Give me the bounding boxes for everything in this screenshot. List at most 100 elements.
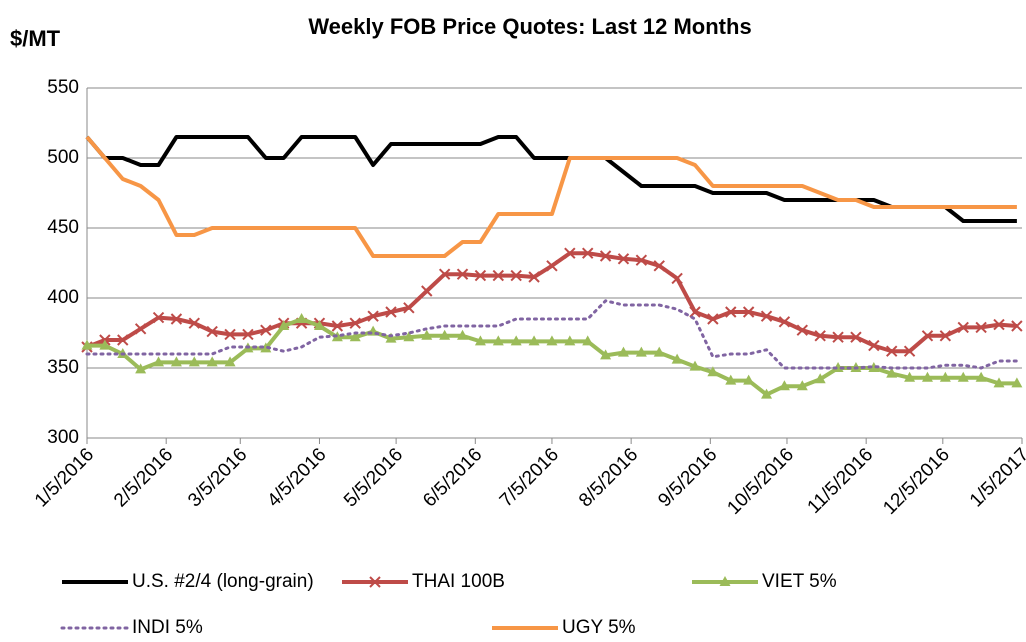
marker [474,269,487,282]
y-tick-label: 300 [47,427,79,448]
marker [278,320,290,330]
marker [617,346,629,357]
marker [939,371,951,382]
marker [170,313,183,325]
marker [600,349,612,360]
marker [546,260,558,272]
x-tick-label: 11/5/2016 [804,444,878,518]
marker [349,331,361,342]
marker [635,346,647,357]
marker [117,334,129,346]
marker [134,323,147,335]
x-tick-label: 12/5/2016 [879,444,954,519]
marker [778,316,791,328]
marker [152,311,165,324]
marker [456,268,469,280]
marker [671,353,683,364]
marker [582,335,594,346]
y-tick-label: 400 [47,287,79,308]
marker [206,356,218,367]
marker [814,373,826,384]
marker [153,356,165,367]
marker [188,317,201,329]
marker [796,380,808,391]
marker [957,321,969,334]
marker [564,247,576,259]
marker [617,253,630,265]
marker [438,268,451,280]
x-tick-label: 10/5/2016 [723,444,798,519]
legend-label: U.S. #2/4 (long-grain) [132,571,314,592]
marker [921,330,934,342]
marker [385,332,397,343]
marker [421,329,433,340]
marker [671,272,683,285]
marker [743,374,755,385]
marker [528,271,540,283]
marker [457,329,469,340]
marker [993,318,1005,331]
legend-marker [719,576,731,586]
marker [135,363,147,374]
y-tick-label: 350 [47,357,79,378]
y-tick-label: 550 [47,77,79,98]
marker [349,317,361,329]
series-line [85,135,1017,223]
marker [778,380,790,391]
series-line [85,299,1019,370]
marker [99,339,111,350]
marker [1011,320,1023,332]
marker [725,306,737,318]
marker [403,331,415,342]
x-tick-label: 6/5/2016 [419,444,486,511]
marker [707,313,719,325]
marker [1011,377,1023,388]
legend-label: VIET 5% [762,571,837,592]
x-tick-label: 7/5/2016 [496,444,563,511]
legend-label: UGY 5% [562,617,636,638]
legend-label: THAI 100B [412,571,505,592]
marker [170,356,182,367]
marker [599,250,612,262]
marker [260,342,272,353]
marker [510,269,522,282]
marker [313,320,325,330]
marker [993,377,1005,388]
chart-title: Weekly FOB Price Quotes: Last 12 Months [308,14,751,39]
marker [903,345,916,357]
y-axis-label: $/MT [10,26,61,51]
marker [474,335,486,346]
legend-label: INDI 5% [132,617,203,638]
marker [81,339,93,350]
marker [439,329,451,340]
x-tick-label: 8/5/2016 [575,444,642,511]
marker [975,321,987,334]
marker [242,328,254,341]
marker [761,388,773,399]
marker [421,285,433,297]
y-tick-label: 500 [47,147,79,168]
marker [510,335,522,346]
y-tick-label: 450 [47,217,79,238]
marker [492,335,504,346]
x-tick-label: 9/5/2016 [654,444,721,511]
marker [850,331,862,343]
marker [832,331,844,343]
x-tick-label: 2/5/2016 [110,444,177,511]
x-tick-label: 5/5/2016 [340,444,407,511]
legend-marker [369,576,381,588]
x-tick-label: 1/5/2016 [31,444,98,511]
marker [868,362,880,372]
marker [260,324,272,336]
marker [975,371,987,382]
x-tick-label: 1/5/2017 [966,444,1026,511]
marker [904,371,916,382]
x-tick-label: 4/5/2016 [263,444,330,511]
marker [528,335,540,346]
marker [886,345,898,357]
x-tick-label: 3/5/2016 [184,444,251,511]
marker [939,330,952,342]
marker [492,269,505,282]
marker [653,260,665,272]
